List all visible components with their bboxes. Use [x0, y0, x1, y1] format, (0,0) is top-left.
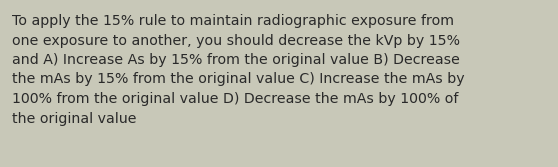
Text: one exposure to another, you should decrease the kVp by 15%: one exposure to another, you should decr… — [12, 34, 460, 47]
Text: 100% from the original value D) Decrease the mAs by 100% of: 100% from the original value D) Decrease… — [12, 92, 458, 106]
Text: the mAs by 15% from the original value C) Increase the mAs by: the mAs by 15% from the original value C… — [12, 72, 465, 87]
Text: and A) Increase As by 15% from the original value B) Decrease: and A) Increase As by 15% from the origi… — [12, 53, 460, 67]
Text: the original value: the original value — [12, 112, 137, 125]
Text: To apply the 15% rule to maintain radiographic exposure from: To apply the 15% rule to maintain radiog… — [12, 14, 454, 28]
